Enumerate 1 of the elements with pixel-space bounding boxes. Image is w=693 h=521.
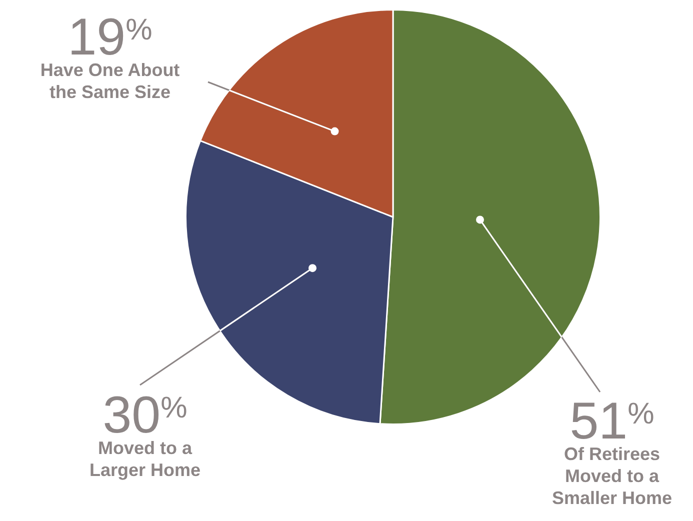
slice-label: Moved to a Larger Home [89,438,201,480]
